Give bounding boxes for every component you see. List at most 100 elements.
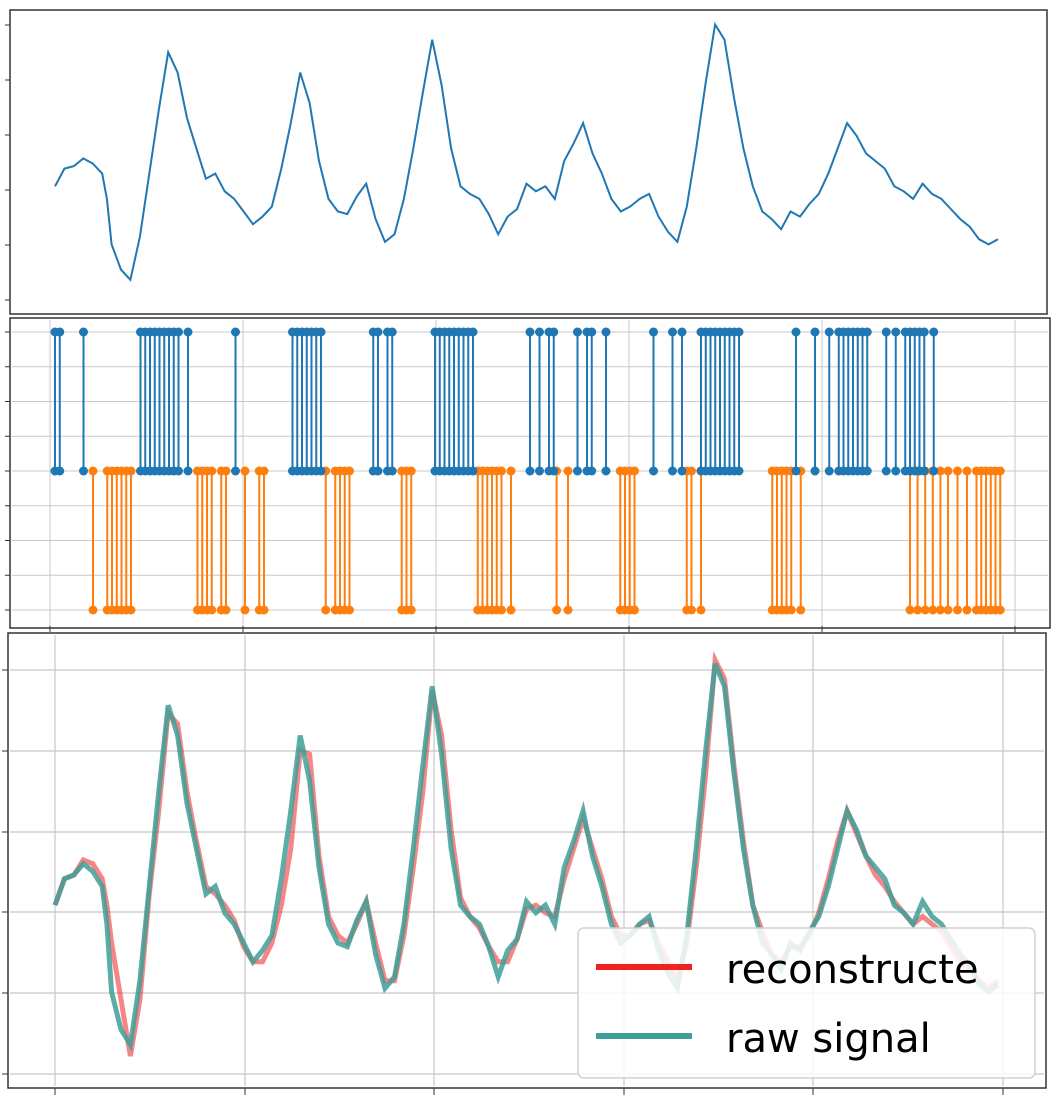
negative-spike-base-marker: [962, 466, 972, 476]
negative-spike-marker: [345, 605, 354, 615]
positive-spike-marker: [891, 327, 901, 337]
positive-spike-marker: [649, 327, 658, 337]
positive-spike-base-marker: [373, 466, 383, 476]
legend: reconstructe raw signal: [577, 927, 1036, 1079]
positive-spike-base-marker: [919, 466, 929, 476]
negative-spike-marker: [552, 605, 562, 615]
negative-spike-marker: [321, 605, 331, 615]
negative-spike-marker: [126, 605, 136, 615]
negative-spike-base-marker: [506, 466, 516, 476]
positive-spike-marker: [525, 327, 535, 337]
negative-spike-marker: [207, 605, 217, 615]
negative-spike-base-marker: [943, 466, 953, 476]
positive-spike-marker: [929, 327, 939, 337]
negative-spike-marker: [905, 605, 915, 615]
positive-spike-marker: [862, 327, 872, 337]
positive-spike-marker: [387, 327, 397, 337]
positive-spike-base-marker: [587, 466, 597, 476]
positive-spike-base-marker: [183, 466, 193, 476]
positive-spike-marker: [549, 327, 559, 337]
negative-spike-marker: [928, 605, 938, 615]
positive-spike-base-marker: [791, 466, 801, 476]
positive-spike-base-marker: [316, 466, 326, 476]
positive-spike-base-marker: [535, 466, 544, 476]
negative-spike-base-marker: [995, 466, 1005, 476]
negative-spike-marker: [221, 605, 231, 615]
legend-reconstructed-label: reconstructe: [726, 947, 979, 993]
negative-spike-marker: [995, 605, 1005, 615]
positive-spike-marker: [881, 327, 891, 337]
positive-spike-base-marker: [649, 466, 658, 476]
negative-spike-marker: [920, 605, 930, 615]
positive-spike-marker: [55, 327, 65, 337]
negative-spike-base-marker: [259, 466, 269, 476]
negative-spike-base-marker: [345, 466, 354, 476]
positive-spike-marker: [668, 327, 677, 337]
negative-spike-marker: [786, 605, 796, 615]
negative-spike-marker: [506, 605, 516, 615]
positive-spike-marker: [231, 327, 240, 337]
negative-spike-marker: [913, 605, 923, 615]
positive-spike-marker: [468, 327, 478, 337]
positive-spike-base-marker: [387, 466, 397, 476]
negative-spike-marker: [497, 605, 506, 615]
positive-spike-base-marker: [881, 466, 891, 476]
negative-spike-marker: [953, 605, 962, 615]
positive-spike-base-marker: [55, 466, 65, 476]
negative-spike-marker: [962, 605, 972, 615]
negative-spike-base-marker: [563, 466, 573, 476]
positive-spike-marker: [734, 327, 744, 337]
reconstruction-panel: reconstructe raw signal: [2, 632, 1047, 1095]
positive-spike-marker: [677, 327, 687, 337]
positive-spike-base-marker: [468, 466, 478, 476]
positive-spike-base-marker: [668, 466, 677, 476]
panel1-frame: [9, 9, 1048, 315]
positive-spike-marker: [587, 327, 597, 337]
positive-spike-marker: [601, 327, 611, 337]
negative-spike-base-marker: [406, 466, 416, 476]
positive-spike-base-marker: [231, 466, 240, 476]
positive-spike-base-marker: [677, 466, 687, 476]
raw-signal-line: [52, 662, 1000, 1052]
positive-spike-base-marker: [929, 466, 939, 476]
negative-spike-base-marker: [935, 466, 945, 476]
negative-spike-base-marker: [88, 466, 98, 476]
positive-spike-marker: [919, 327, 929, 337]
positive-spike-marker: [791, 327, 801, 337]
negative-spike-marker: [88, 605, 98, 615]
negative-spike-marker: [563, 605, 573, 615]
signal-line: [54, 21, 999, 282]
negative-spike-base-marker: [207, 466, 217, 476]
negative-spike-marker: [687, 605, 696, 615]
positive-spike-marker: [174, 327, 183, 337]
spike-raster-panel: [5, 317, 1051, 632]
panel1-y-ticks: [5, 24, 10, 301]
positive-spike-base-marker: [824, 466, 834, 476]
negative-spike-marker: [935, 605, 945, 615]
negative-spike-base-marker: [953, 466, 962, 476]
positive-spike-marker: [79, 327, 88, 337]
legend-raw-label: raw signal: [726, 1016, 931, 1062]
positive-spike-base-marker: [601, 466, 611, 476]
positive-spike-marker: [373, 327, 383, 337]
positive-spike-base-marker: [810, 466, 820, 476]
positive-spike-marker: [316, 327, 326, 337]
positive-spike-marker: [810, 327, 820, 337]
positive-spike-base-marker: [573, 466, 582, 476]
negative-spike-marker: [796, 605, 806, 615]
negative-spike-base-marker: [240, 466, 250, 476]
negative-spike-marker: [696, 605, 706, 615]
positive-spike-marker: [573, 327, 582, 337]
positive-spike-base-marker: [79, 466, 88, 476]
positive-spike-base-marker: [891, 466, 901, 476]
negative-spike-marker: [240, 605, 250, 615]
negative-spike-marker: [259, 605, 269, 615]
positive-spike-base-marker: [174, 466, 183, 476]
positive-spike-base-marker: [549, 466, 559, 476]
positive-spike-marker: [824, 327, 834, 337]
negative-spike-base-marker: [687, 466, 696, 476]
positive-spike-base-marker: [734, 466, 744, 476]
negative-spike-base-marker: [126, 466, 136, 476]
positive-spike-base-marker: [525, 466, 535, 476]
